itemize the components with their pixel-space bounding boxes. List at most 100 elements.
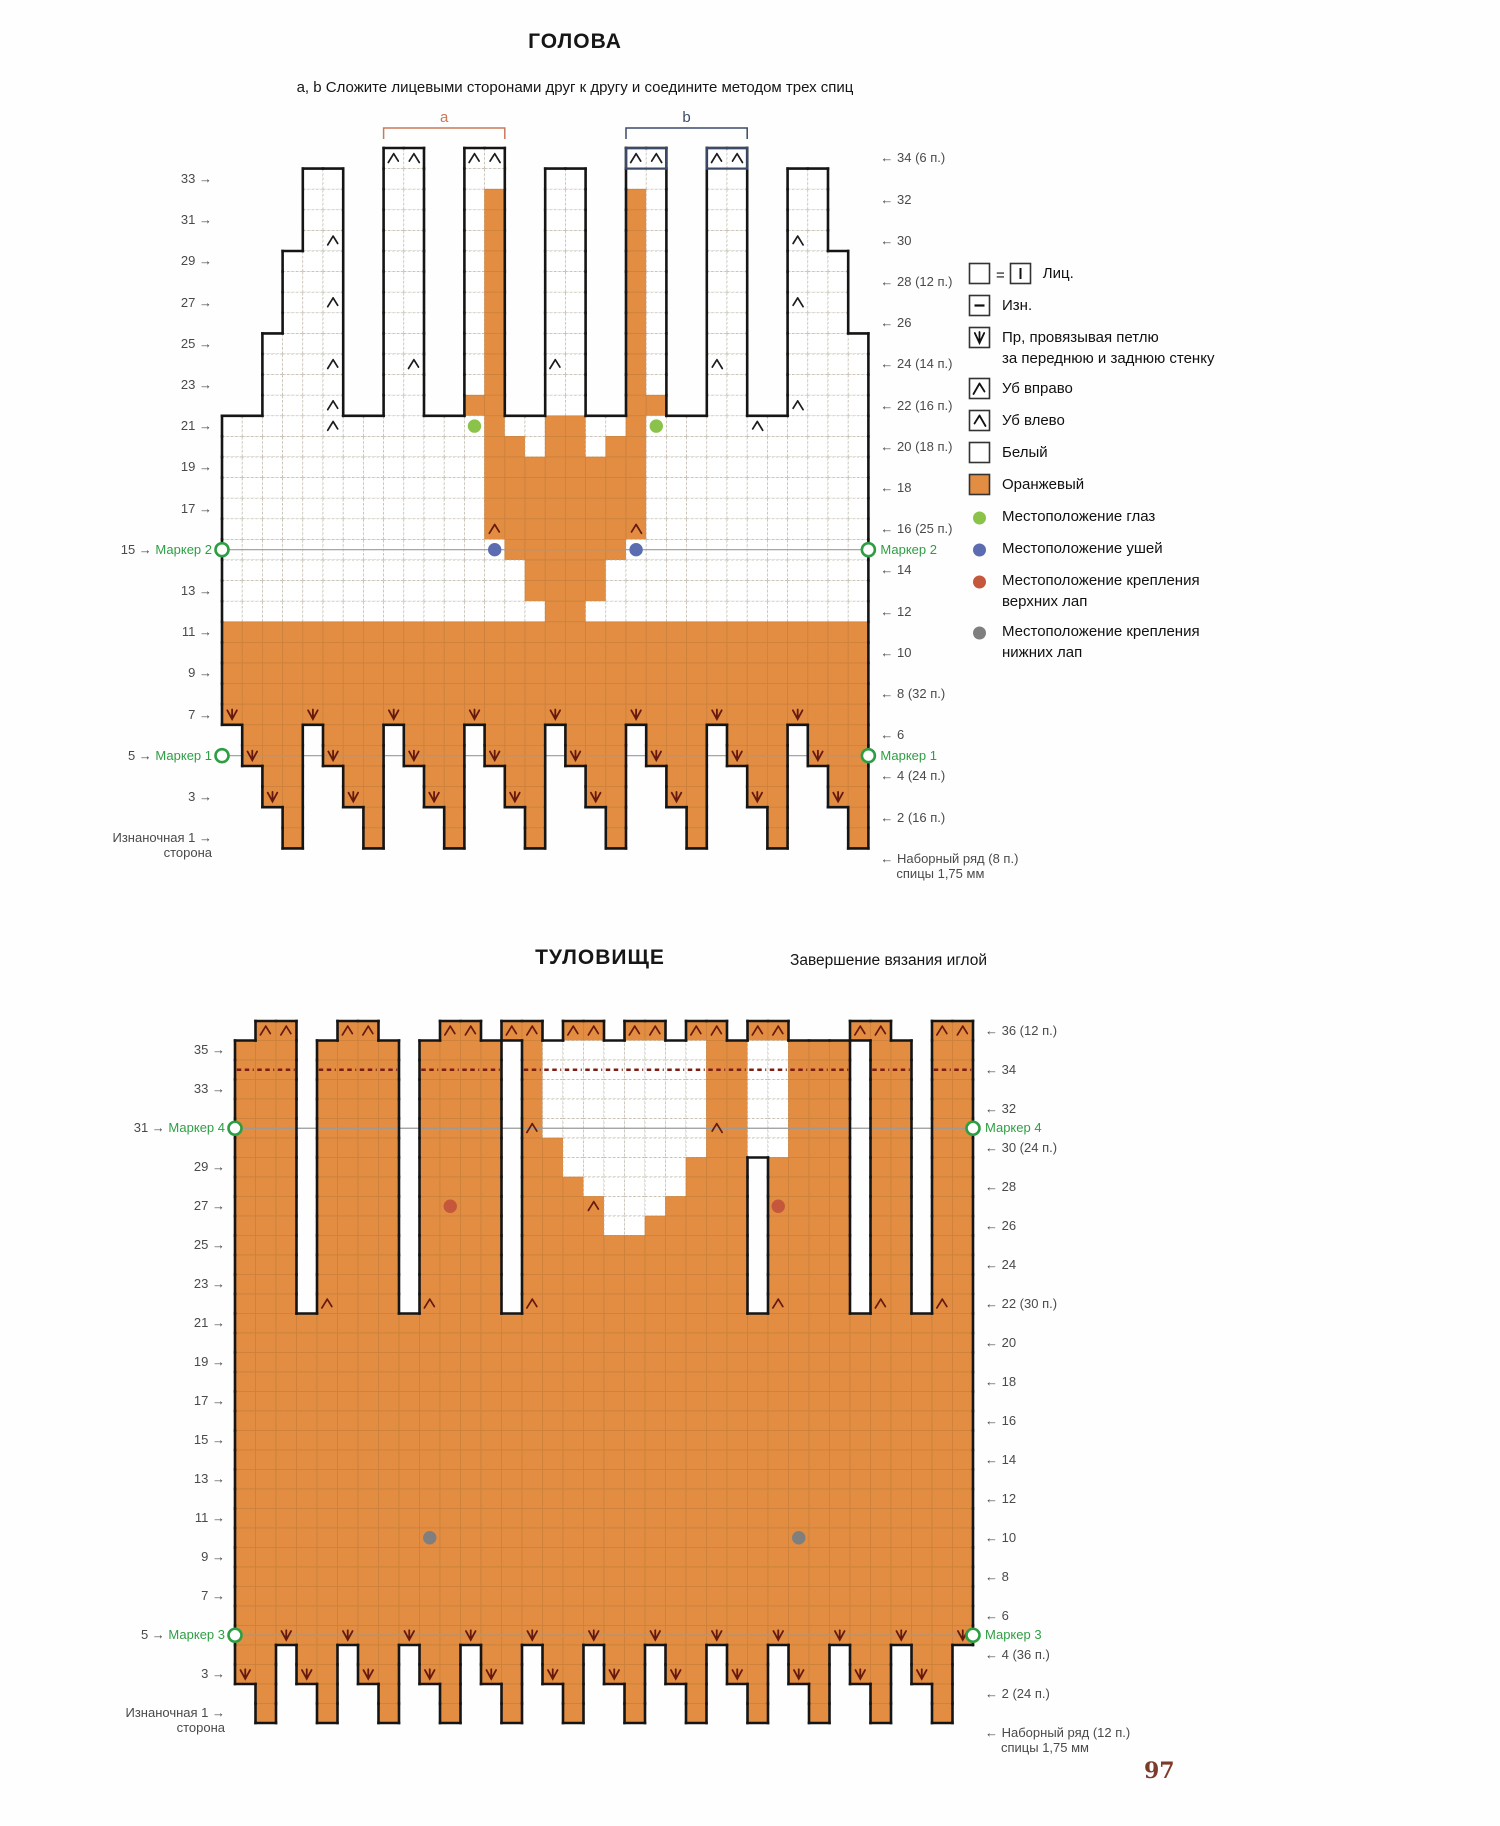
head-row-label-left: 15 → Маркер 2	[120, 541, 212, 557]
body-chart	[227, 975, 981, 1725]
legend-item-dot_gray: Местоположение крепления нижних лап	[968, 620, 1238, 663]
head-row-label-left: Изнаночная 1 → сторона	[112, 830, 212, 861]
body-row-label-left: 13 →	[193, 1471, 225, 1487]
body-row-label-left: 11 →	[194, 1510, 225, 1526]
body-row-label-right: ← 22 (30 п.)	[985, 1295, 1058, 1311]
head-row-label-left: 17 →	[180, 500, 212, 516]
body-row-label-right: ← 34	[985, 1061, 1017, 1077]
svg-text:a: a	[440, 109, 449, 126]
body-row-label-right: ← 32	[985, 1100, 1017, 1116]
head-row-label-left: 31 →	[180, 212, 212, 228]
legend-item-dot_green: Местоположение глаз	[968, 505, 1238, 529]
body-row-label-right: ← 2 (24 п.)	[985, 1685, 1050, 1701]
body-row-label-right: ← 24	[985, 1256, 1017, 1272]
head-row-label-left: 33 →	[180, 170, 212, 186]
head-row-label-right: ← 6	[880, 727, 905, 743]
body-row-label-left: 27 →	[193, 1198, 225, 1214]
dot-red-icon	[968, 569, 992, 593]
body-row-label-left: 23 →	[193, 1276, 225, 1292]
body-row-label-right: ← 36 (12 п.)	[985, 1022, 1058, 1038]
dec-left-icon	[968, 409, 992, 433]
legend-item-label: Местоположение ушей	[1002, 540, 1163, 557]
head-row-label-left: 21 →	[180, 418, 212, 434]
body-row-label-right: Маркер 4	[985, 1120, 1042, 1136]
body-chart-note: Завершение вязания иглой	[790, 952, 988, 969]
page-number: 97	[1144, 1758, 1175, 1784]
head-row-label-right: ← 26	[880, 315, 912, 331]
body-row-label-left: 9 →	[201, 1549, 225, 1565]
legend-item-dec_left: Уб влево	[968, 409, 1238, 433]
legend-item-label: Белый	[1002, 444, 1048, 461]
body-row-label-left: 5 → Маркер 3	[140, 1627, 225, 1643]
body-row-label-left: 35 →	[193, 1042, 225, 1058]
svg-text:b: b	[682, 109, 690, 126]
legend-item-dot_blue: Местоположение ушей	[968, 537, 1238, 561]
body-row-label-left: 17 →	[193, 1393, 225, 1409]
legend-item-label: Местоположение крепления нижних лап	[1002, 623, 1200, 661]
legend-item-label: Пр, провязывая петлю за переднюю и заднюю…	[1002, 329, 1215, 367]
head-row-label-left: 7 →	[188, 706, 212, 722]
body-row-label-right: ← 12	[985, 1490, 1017, 1506]
head-chart-subtitle: a, b Сложите лицевыми сторонами друг к д…	[296, 79, 854, 96]
head-row-label-right: ← 12	[880, 603, 912, 619]
head-chart-title: ГОЛОВА	[528, 30, 622, 53]
dot-green-icon	[968, 505, 992, 529]
inc-icon	[968, 326, 992, 350]
body-row-label-right: ← 28	[985, 1178, 1017, 1194]
head-row-label-left: 25 →	[180, 335, 212, 351]
knit-symbol-icon: =	[968, 262, 1033, 286]
white-sq-icon	[968, 441, 992, 465]
body-row-label-right: ← 16	[985, 1412, 1017, 1428]
head-row-label-right: ← 28 (12 п.)	[880, 273, 953, 289]
head-row-label-right: ← 20 (18 п.)	[880, 438, 953, 454]
head-row-label-right: ← 8 (32 п.)	[880, 685, 946, 701]
legend-item-white_sq: Белый	[968, 441, 1238, 465]
body-row-label-right: ← 14	[985, 1451, 1017, 1467]
body-row-label-left: Изнаночная 1 → сторона	[125, 1705, 225, 1736]
head-row-label-right: Маркер 2	[880, 541, 937, 557]
head-row-label-right: ← 14	[880, 562, 912, 578]
body-row-label-right: ← 10	[985, 1529, 1017, 1545]
body-row-label-right: ← 30 (24 п.)	[985, 1139, 1058, 1155]
legend: = Лиц. Изн. Пр, провязывая петлю за переднюю…	[968, 262, 1238, 671]
head-row-label-right: ← 22 (16 п.)	[880, 397, 953, 413]
body-row-label-right: ← 6	[985, 1607, 1009, 1623]
legend-item-label: Уб вправо	[1002, 380, 1073, 397]
legend-item-dec_right: Уб вправо	[968, 377, 1238, 401]
body-row-label-right: ← Наборный ряд (12 п.) спицы 1,75 мм	[985, 1724, 1131, 1755]
head-row-label-right: Маркер 1	[880, 747, 937, 763]
legend-item-label: Местоположение глаз	[1002, 508, 1156, 525]
head-row-label-left: 27 →	[180, 294, 212, 310]
orange-sq-icon	[968, 473, 992, 497]
head-row-label-right: ← 18	[880, 479, 912, 495]
head-row-label-right: ← 30	[880, 232, 912, 248]
head-row-label-left: 13 →	[180, 582, 212, 598]
body-row-label-left: 19 →	[193, 1354, 225, 1370]
head-row-label-right: ← 16 (25 п.)	[880, 521, 953, 537]
head-row-label-left: 3 →	[188, 788, 212, 804]
legend-item-dot_red: Местоположение крепления верхних лап	[968, 569, 1238, 612]
head-row-label-left: 5 → Маркер 1	[127, 747, 212, 763]
dec-right-icon	[968, 377, 992, 401]
head-row-label-left: 29 →	[180, 253, 212, 269]
legend-item-label: Лиц.	[1042, 265, 1074, 282]
head-row-label-right: ← 24 (14 п.)	[880, 356, 953, 372]
legend-item-label: Уб влево	[1002, 412, 1065, 429]
purl-icon	[968, 294, 992, 318]
head-row-label-left: 19 →	[180, 459, 212, 475]
head-row-label-right: ← Наборный ряд (8 п.) спицы 1,75 мм	[880, 850, 1019, 881]
body-row-label-right: ← 18	[985, 1373, 1017, 1389]
head-row-label-left: 11 →	[181, 624, 212, 640]
body-row-label-left: 21 →	[193, 1315, 225, 1331]
body-row-label-right: Маркер 3	[985, 1627, 1042, 1643]
body-chart-title: ТУЛОВИЩЕ	[535, 946, 665, 969]
head-row-label-right: ← 32	[880, 191, 912, 207]
head-row-label-left: 9 →	[188, 665, 212, 681]
legend-item-inc: Пр, провязывая петлю за переднюю и заднюю…	[968, 326, 1238, 369]
legend-item-label: Оранжевый	[1002, 476, 1085, 493]
body-row-label-right: ← 26	[985, 1217, 1017, 1233]
head-row-label-right: ← 4 (24 п.)	[880, 768, 946, 784]
body-chart-svg	[227, 1019, 981, 1725]
